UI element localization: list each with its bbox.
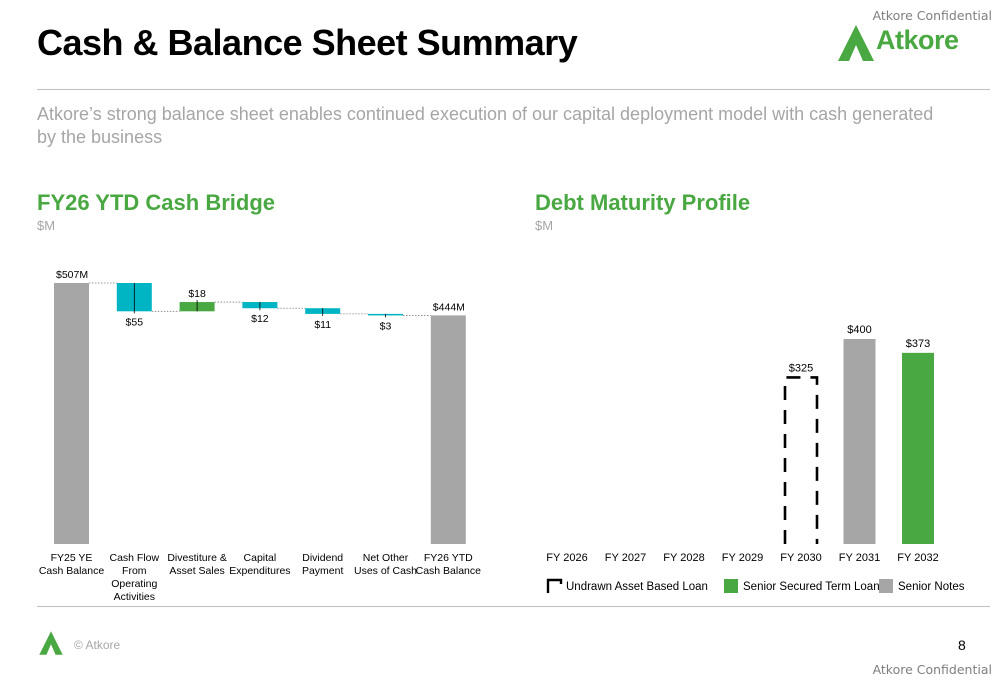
debt-value-label: $373 bbox=[906, 338, 930, 350]
bridge-bar bbox=[54, 283, 89, 544]
debt-bar-outline bbox=[783, 376, 819, 544]
debt-category-label: FY 2032 bbox=[897, 552, 938, 564]
bridge-category-label: Operating bbox=[111, 578, 157, 590]
bridge-value-label: $55 bbox=[126, 316, 144, 328]
bridge-value-label: $507M bbox=[56, 269, 88, 281]
cash-bridge-title: FY26 YTD Cash Bridge bbox=[37, 190, 275, 215]
atkore-logo-icon bbox=[838, 25, 874, 61]
bridge-category-label: Cash Balance bbox=[416, 565, 482, 577]
footer-copyright: © Atkore bbox=[74, 638, 121, 652]
legend-swatch bbox=[724, 579, 738, 593]
company-logo: Atkore bbox=[836, 23, 966, 63]
confidential-label-bottom: Atkore Confidential bbox=[872, 662, 992, 677]
bridge-value-label: $11 bbox=[314, 319, 331, 331]
debt-category-label: FY 2026 bbox=[546, 552, 587, 564]
bridge-category-label: Dividend bbox=[302, 552, 343, 564]
bridge-category-label: Expenditures bbox=[229, 565, 290, 577]
legend-label: Undrawn Asset Based Loan bbox=[566, 581, 708, 593]
legend-label: Senior Secured Term Loan bbox=[743, 581, 880, 593]
bridge-value-label: $12 bbox=[251, 313, 269, 325]
page-subtitle: Atkore’s strong balance sheet enables co… bbox=[37, 104, 934, 147]
footer-divider bbox=[37, 606, 990, 607]
bridge-category-label: FY26 YTD bbox=[424, 552, 473, 564]
debt-bar bbox=[843, 339, 876, 544]
bridge-bar bbox=[430, 315, 466, 544]
legend-swatch bbox=[879, 579, 893, 593]
debt-bar bbox=[902, 352, 934, 544]
bridge-value-label: $18 bbox=[188, 288, 206, 300]
legend-label: Senior Notes bbox=[898, 581, 965, 593]
bridge-category-label: FY25 YE bbox=[51, 552, 93, 564]
bridge-category-label: Divestiture & bbox=[167, 552, 227, 564]
legend-swatch bbox=[546, 578, 563, 593]
debt-category-label: FY 2031 bbox=[839, 552, 880, 564]
bridge-category-label: Cash Balance bbox=[39, 565, 105, 577]
debt-category-label: FY 2029 bbox=[722, 552, 763, 564]
bridge-category-label: From bbox=[122, 565, 147, 577]
debt-value-label: $400 bbox=[847, 324, 871, 336]
bridge-category-label: Activities bbox=[114, 591, 155, 603]
bridge-category-label: Payment bbox=[302, 565, 344, 577]
bridge-category-label: Uses of Cash bbox=[354, 565, 417, 577]
bridge-category-label: Cash Flow bbox=[109, 552, 159, 564]
page-number: 8 bbox=[958, 637, 966, 653]
bridge-category-label: Capital bbox=[244, 552, 277, 564]
debt-maturity-title: Debt Maturity Profile bbox=[535, 190, 751, 215]
header-divider bbox=[37, 89, 990, 90]
debt-category-label: FY 2028 bbox=[663, 552, 704, 564]
bridge-category-label: Net Other bbox=[363, 552, 409, 564]
debt-value-label: $325 bbox=[789, 362, 813, 374]
debt-maturity-chart: FY 2026 FY 2027 FY 2028 FY 2029 FY 2030 FY 20… bbox=[546, 324, 965, 593]
logo-wordmark: Atkore bbox=[876, 25, 959, 55]
debt-maturity-unit: $M bbox=[535, 218, 554, 233]
footer-logo-icon bbox=[39, 631, 63, 655]
bridge-value-label: $444M bbox=[433, 301, 465, 313]
debt-category-label: FY 2027 bbox=[605, 552, 646, 564]
debt-category-label: FY 2030 bbox=[780, 552, 821, 564]
bridge-value-label: $3 bbox=[380, 320, 392, 332]
confidential-label-top: Atkore Confidential bbox=[872, 8, 992, 23]
page-title: Cash & Balance Sheet Summary bbox=[37, 22, 578, 63]
bridge-category-label: Asset Sales bbox=[169, 565, 224, 577]
cash-bridge-unit: $M bbox=[37, 218, 56, 233]
